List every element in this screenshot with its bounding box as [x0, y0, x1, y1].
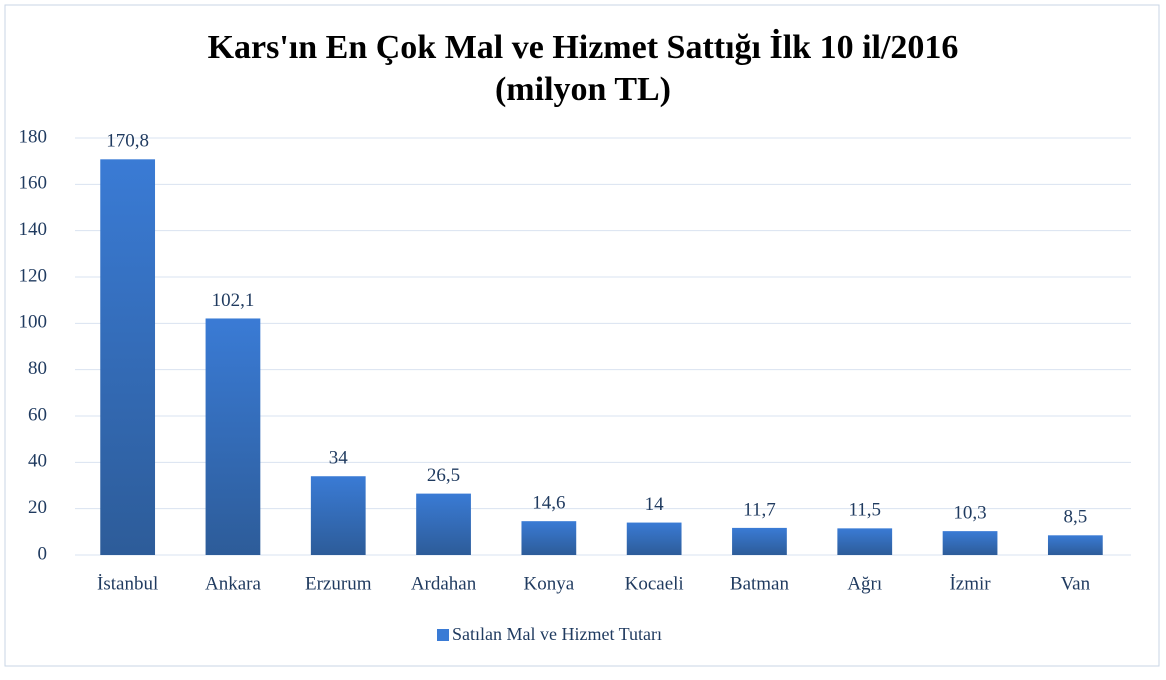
- data-label: 102,1: [212, 290, 255, 311]
- y-tick-label: 0: [38, 543, 48, 564]
- bar: [416, 493, 471, 555]
- x-tick-label: Ankara: [205, 573, 261, 594]
- legend-label: Satılan Mal ve Hizmet Tutarı: [452, 624, 662, 644]
- x-tick-label: Erzurum: [305, 573, 372, 594]
- x-tick-label: Ağrı: [847, 573, 882, 594]
- data-label: 26,5: [427, 465, 460, 486]
- x-tick-label: Batman: [730, 573, 790, 594]
- y-tick-label: 160: [19, 173, 48, 194]
- y-tick-label: 100: [19, 312, 48, 333]
- bar: [626, 522, 682, 555]
- chart-title: Kars'ın En Çok Mal ve Hizmet Sattığı İlk…: [208, 28, 959, 66]
- data-label: 10,3: [953, 502, 986, 523]
- bar: [732, 527, 787, 555]
- y-tick-label: 20: [28, 497, 47, 518]
- bar: [837, 528, 893, 555]
- data-label: 11,7: [743, 499, 776, 520]
- x-tick-label: Ardahan: [411, 573, 477, 594]
- x-tick-label: Van: [1061, 573, 1091, 594]
- bar: [942, 531, 998, 555]
- y-tick-label: 60: [28, 404, 47, 425]
- x-tick-label: İzmir: [949, 573, 991, 594]
- chart-frame: [4, 4, 1160, 667]
- chart-subtitle: (milyon TL): [495, 71, 671, 108]
- bar: [1047, 535, 1103, 555]
- y-tick-label: 120: [19, 265, 48, 286]
- y-tick-label: 80: [28, 358, 47, 379]
- y-tick-label: 140: [19, 219, 48, 240]
- x-tick-label: İstanbul: [97, 573, 158, 594]
- data-label: 14: [645, 494, 665, 515]
- bar: [310, 476, 366, 555]
- y-tick-label: 180: [19, 126, 48, 147]
- x-tick-label: Kocaeli: [625, 573, 684, 594]
- data-label: 34: [329, 448, 349, 469]
- legend-swatch: [437, 629, 449, 641]
- data-label: 11,5: [848, 500, 881, 521]
- data-label: 14,6: [532, 493, 565, 514]
- bar: [205, 318, 261, 555]
- y-tick-label: 40: [28, 451, 47, 472]
- data-label: 8,5: [1063, 507, 1087, 528]
- bar: [521, 521, 577, 555]
- data-label: 170,8: [106, 131, 149, 152]
- x-tick-label: Konya: [524, 573, 575, 594]
- bar: [100, 159, 156, 555]
